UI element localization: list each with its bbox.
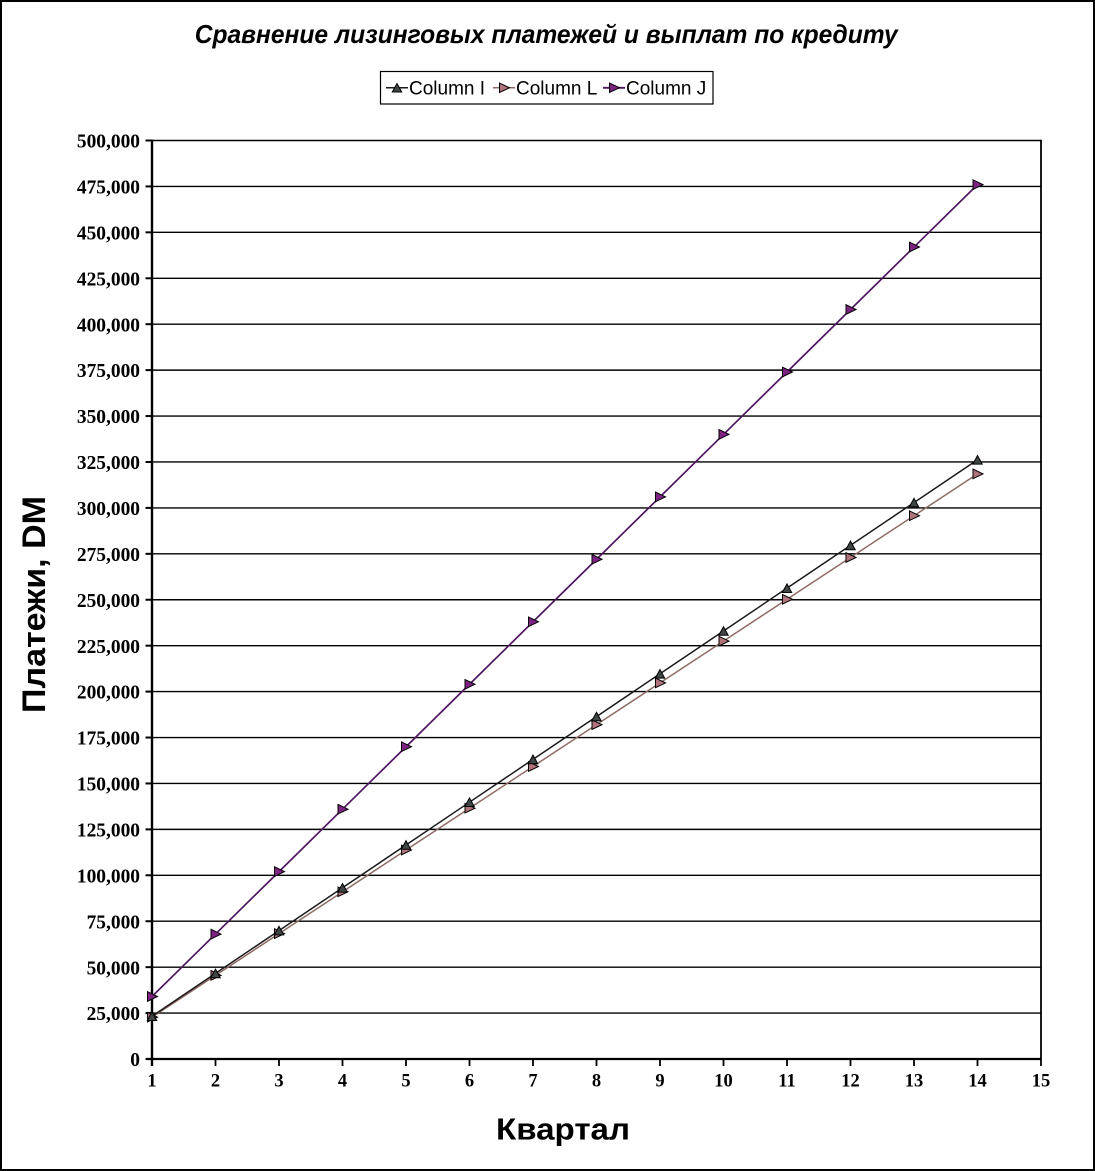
svg-text:125,000: 125,000 (77, 819, 140, 841)
svg-text:50,000: 50,000 (87, 957, 140, 979)
svg-text:15: 15 (1032, 1071, 1051, 1091)
svg-text:5: 5 (401, 1071, 410, 1091)
svg-text:250,000: 250,000 (77, 590, 140, 612)
svg-text:6: 6 (465, 1071, 474, 1091)
svg-text:14: 14 (968, 1071, 987, 1091)
svg-text:12: 12 (841, 1071, 860, 1091)
svg-text:275,000: 275,000 (77, 544, 140, 566)
svg-text:1: 1 (147, 1071, 156, 1091)
svg-text:350,000: 350,000 (77, 406, 140, 428)
svg-text:100,000: 100,000 (77, 865, 140, 887)
svg-text:375,000: 375,000 (77, 360, 140, 382)
svg-text:Column J: Column J (626, 79, 706, 100)
svg-text:425,000: 425,000 (77, 268, 140, 290)
svg-text:225,000: 225,000 (77, 636, 140, 658)
svg-text:Сравнение лизинговых платежей: Сравнение лизинговых платежей и выплат п… (195, 19, 899, 49)
svg-text:8: 8 (592, 1071, 601, 1091)
svg-text:475,000: 475,000 (77, 177, 140, 199)
svg-text:9: 9 (655, 1071, 664, 1091)
svg-text:200,000: 200,000 (77, 682, 140, 704)
svg-text:Column I: Column I (409, 79, 485, 100)
svg-text:150,000: 150,000 (77, 774, 140, 796)
svg-text:7: 7 (528, 1071, 537, 1091)
svg-text:0: 0 (130, 1049, 140, 1071)
svg-text:300,000: 300,000 (77, 498, 140, 520)
svg-text:13: 13 (905, 1071, 924, 1091)
svg-text:325,000: 325,000 (77, 452, 140, 474)
svg-text:Платежи, DM: Платежи, DM (16, 496, 52, 713)
svg-text:500,000: 500,000 (77, 131, 140, 153)
svg-text:400,000: 400,000 (77, 314, 140, 336)
svg-text:Column L: Column L (516, 79, 597, 100)
svg-text:4: 4 (338, 1071, 347, 1091)
svg-text:75,000: 75,000 (87, 911, 140, 933)
svg-text:450,000: 450,000 (77, 222, 140, 244)
svg-text:3: 3 (274, 1071, 283, 1091)
svg-text:10: 10 (714, 1071, 733, 1091)
svg-text:175,000: 175,000 (77, 728, 140, 750)
svg-text:Квартал: Квартал (496, 1112, 630, 1147)
svg-text:2: 2 (211, 1071, 220, 1091)
svg-text:11: 11 (778, 1071, 795, 1091)
svg-text:25,000: 25,000 (87, 1003, 140, 1025)
